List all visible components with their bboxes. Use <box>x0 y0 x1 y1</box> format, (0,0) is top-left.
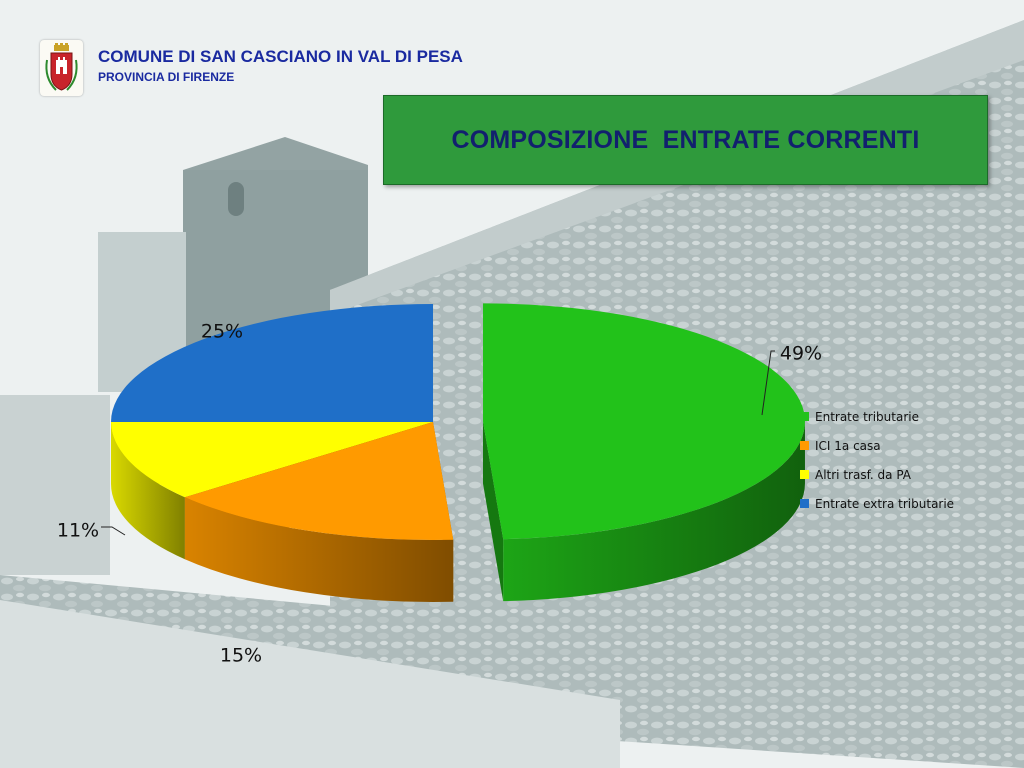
legend-item-altri-trasf-da-pa: Altri trasf. da PA <box>800 460 954 489</box>
slice-top <box>184 422 454 540</box>
slice-rim <box>503 421 805 602</box>
slice-side <box>482 421 504 602</box>
municipal-crest-icon <box>40 40 83 96</box>
legend-item-ici-1a-casa: ICI 1a casa <box>800 431 954 460</box>
data-label-entrate-tributarie: 49% <box>780 343 822 365</box>
org-name: COMUNE DI SAN CASCIANO IN VAL DI PESA <box>98 47 463 66</box>
slice-top <box>111 304 433 422</box>
title-box: COMPOSIZIONE ENTRATE CORRENTI <box>383 95 988 185</box>
legend-swatch <box>800 499 809 508</box>
chart-title: COMPOSIZIONE ENTRATE CORRENTI <box>451 125 920 154</box>
legend-swatch <box>800 470 809 479</box>
legend-swatch <box>800 412 809 421</box>
slice-rim <box>184 497 454 602</box>
legend-label: Altri trasf. da PA <box>815 467 912 482</box>
slice-top <box>482 303 805 540</box>
org-province: PROVINCIA DI FIRENZE <box>98 70 235 84</box>
legend-label: Entrate tributarie <box>815 409 919 424</box>
data-label-ici-1a-casa: 15% <box>220 645 262 667</box>
slice-rim <box>111 422 185 560</box>
data-label-entrate-extra-tributarie: 25% <box>201 321 243 343</box>
pie-slice-ici-1a-casa <box>184 422 454 602</box>
data-label-altri-trasf-da-pa: 11% <box>57 520 99 542</box>
legend-label: Entrate extra tributarie <box>815 496 955 511</box>
leader-line <box>101 526 126 536</box>
leader-line <box>761 350 775 416</box>
pie-slice-entrate-tributarie <box>482 303 805 602</box>
chart-legend: Entrate tributarie ICI 1a casa Altri trasf… <box>800 402 954 518</box>
legend-label: ICI 1a casa <box>815 438 881 453</box>
legend-item-entrate-extra-tributarie: Entrate extra tributarie <box>800 489 954 518</box>
legend-swatch <box>800 441 809 450</box>
legend-item-entrate-tributarie: Entrate tributarie <box>800 402 954 431</box>
slice-top <box>111 422 433 498</box>
